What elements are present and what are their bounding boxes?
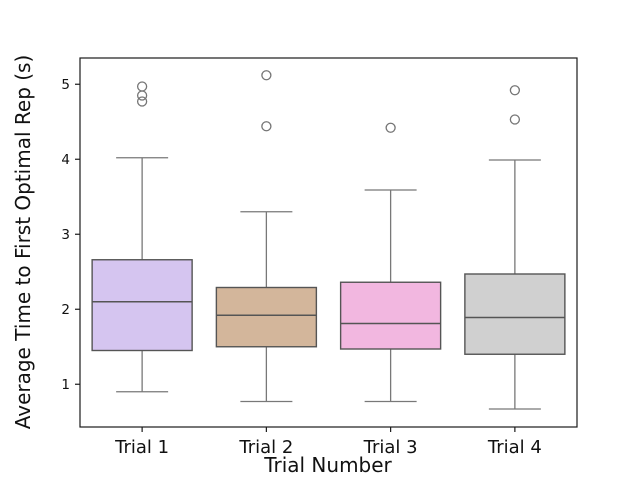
x-tick-label: Trial 1 bbox=[114, 437, 169, 458]
outlier-trial-4 bbox=[509, 114, 521, 125]
x-axis-label: Trial Number bbox=[263, 453, 392, 477]
box-trial-1 bbox=[91, 259, 193, 352]
x-tick-label: Trial 2 bbox=[238, 437, 293, 458]
y-tick-label: 3 bbox=[61, 227, 70, 243]
y-tick-label: 4 bbox=[61, 152, 70, 168]
y-axis-label: Average Time to First Optimal Rep (s) bbox=[11, 55, 35, 430]
outlier-trial-3 bbox=[385, 122, 396, 133]
x-tick-label: Trial 3 bbox=[363, 437, 418, 458]
y-tick-label: 5 bbox=[61, 77, 70, 93]
outlier-trial-1 bbox=[136, 90, 148, 101]
box-trial-2 bbox=[215, 286, 318, 348]
plot-border bbox=[79, 57, 578, 428]
outlier-trial-1 bbox=[136, 81, 148, 92]
y-tick-label: 1 bbox=[61, 377, 70, 393]
box-trial-3 bbox=[339, 281, 442, 350]
outlier-trial-4 bbox=[509, 85, 521, 96]
outlier-trial-2 bbox=[261, 70, 272, 81]
outlier-trial-2 bbox=[261, 121, 272, 132]
x-tick-label: Trial 4 bbox=[487, 437, 542, 458]
outlier-trial-1 bbox=[136, 96, 148, 107]
y-tick-label: 2 bbox=[61, 302, 70, 318]
chart-layer: 1 2 3 4 5 Trial 1 Trial 2 Trial 3 Trial 4 bbox=[61, 57, 578, 458]
box-trial-4 bbox=[464, 273, 566, 355]
